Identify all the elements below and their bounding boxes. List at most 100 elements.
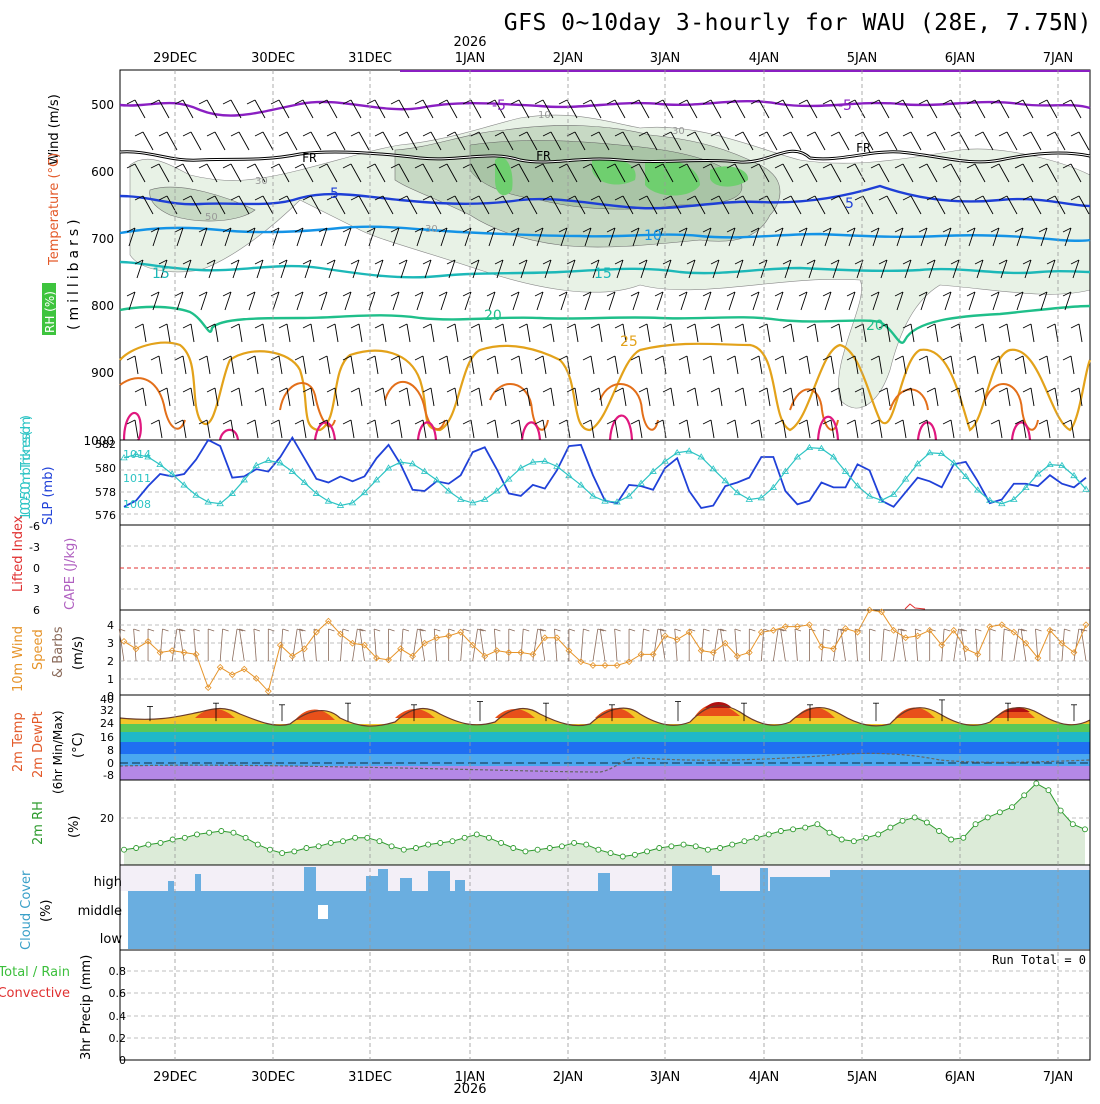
- slp-point: [925, 448, 934, 456]
- wind-barb-flag: [542, 195, 552, 201]
- wind-barb: [1054, 387, 1059, 407]
- rh-point: [899, 817, 906, 824]
- wind-barb-flag: [1070, 131, 1080, 137]
- wind-barb: [488, 291, 496, 311]
- wind-barb: [128, 227, 136, 247]
- wind-barb-flag: [342, 419, 352, 425]
- wind-barb-flag: [662, 195, 672, 201]
- upper-legend-wind: Wind (m/s): [47, 94, 62, 165]
- wind-barb-flag: [126, 227, 136, 233]
- wind10-point: [601, 662, 609, 669]
- slp-point: [589, 492, 597, 499]
- wind10-point: [156, 649, 164, 656]
- wind10-barb-flag: [554, 628, 561, 632]
- slp-point: [1022, 483, 1030, 490]
- wind-barb-flag: [198, 163, 208, 169]
- date-label-bottom-29dec: 29DEC: [153, 1070, 197, 1085]
- wind-barb-flag: [966, 291, 976, 297]
- wind-barb: [766, 387, 771, 407]
- wind10-point: [180, 649, 188, 656]
- cloud-high-bar: [400, 878, 412, 891]
- wind-barb-flag: [686, 387, 696, 393]
- slp-left-tick-576: 576: [95, 509, 116, 522]
- wind-barb-flag: [1046, 195, 1056, 201]
- wind-barb: [158, 419, 163, 439]
- wind-barb-flag: [806, 131, 816, 137]
- wind10-tick-0: 0: [107, 690, 114, 703]
- wind-barb-flag: [614, 387, 624, 393]
- slp-left-tick-582: 582: [95, 438, 116, 451]
- wind-barb-flag: [638, 195, 648, 201]
- wind-barb-flag: [150, 355, 160, 361]
- wind10-barb-flag: [674, 628, 681, 632]
- wind-barb-flag: [558, 291, 568, 297]
- slp-point: [216, 499, 224, 507]
- wind-barb-flag: [918, 163, 928, 169]
- wind-barb: [590, 99, 602, 119]
- wind-barb-flag: [870, 227, 880, 233]
- wind-barb-flag: [678, 227, 688, 233]
- wind10-point: [962, 645, 970, 653]
- wind-barb-flag: [950, 131, 960, 137]
- wind-barb: [182, 99, 194, 119]
- wind-barb-flag: [398, 195, 408, 201]
- wind-barb: [446, 419, 451, 439]
- wind-barb-flag: [182, 387, 192, 393]
- wind-barb-flag: [150, 291, 160, 297]
- ytick-800: 800: [91, 299, 114, 313]
- wind10-point: [409, 652, 416, 660]
- wind-barb-flag: [734, 259, 744, 265]
- slp-point: [156, 460, 164, 468]
- wind-barb: [944, 291, 952, 311]
- wind-barb: [302, 419, 307, 439]
- wind10-barb-flag: [448, 628, 455, 632]
- wind-barb-flag: [534, 291, 544, 297]
- upper-ylabel-pressure: (millibars): [66, 215, 82, 330]
- wind-barb-flag: [1070, 195, 1080, 201]
- wind-barbs: [126, 99, 1090, 439]
- wind-barb: [278, 355, 283, 375]
- wind-barb: [176, 291, 184, 311]
- wind-barb: [782, 355, 787, 375]
- wind-barb: [598, 323, 603, 343]
- wind-barb-flag: [870, 419, 880, 425]
- wind-barb: [614, 99, 626, 119]
- wind-barb-flag: [470, 195, 480, 201]
- wind10-point: [288, 652, 296, 660]
- wind-barb-flag: [542, 259, 552, 265]
- wind-barb: [326, 355, 331, 375]
- wind-barb-flag: [854, 131, 864, 137]
- rh-point: [1009, 804, 1015, 811]
- wind-barb: [998, 355, 1003, 375]
- wind-barb: [1054, 323, 1059, 343]
- wind-barb: [782, 419, 787, 439]
- wind-barb-flag: [422, 195, 432, 201]
- slp-point: [769, 483, 778, 490]
- slp-point: [601, 497, 609, 504]
- rh-point: [765, 831, 772, 838]
- wind-barb-flag: [630, 163, 640, 169]
- wind-barb-flag: [246, 99, 256, 105]
- wind-barb: [928, 259, 936, 279]
- wind-barb-flag: [534, 99, 544, 105]
- wind-barb: [166, 387, 171, 407]
- rh-point: [1057, 807, 1064, 814]
- slp-point: [793, 453, 802, 460]
- date-label-bottom-7jan: 7JAN: [1043, 1070, 1074, 1085]
- wind-barb: [926, 355, 931, 375]
- wind-barb: [886, 323, 891, 343]
- wind-barb: [334, 387, 339, 407]
- wind-barb: [478, 323, 483, 343]
- wind-barb: [806, 355, 811, 375]
- wind10-barb-flag: [915, 628, 922, 632]
- wind-barb-flag: [758, 259, 768, 265]
- wind-barb-flag: [150, 163, 160, 169]
- wind10-point: [986, 623, 994, 631]
- slp-point: [288, 467, 297, 474]
- wind-barb-flag: [246, 163, 256, 169]
- wind-barb: [1070, 99, 1082, 119]
- wind-barb-flag: [726, 227, 736, 233]
- wind-barb: [976, 259, 984, 279]
- wind10-barb: [400, 628, 404, 662]
- wind-barb: [142, 387, 147, 407]
